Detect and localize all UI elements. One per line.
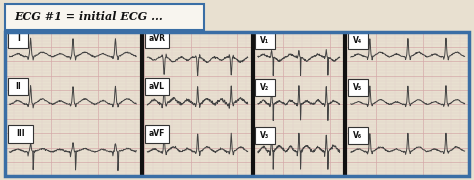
FancyBboxPatch shape bbox=[347, 32, 367, 49]
FancyBboxPatch shape bbox=[145, 30, 169, 48]
FancyBboxPatch shape bbox=[145, 125, 169, 143]
FancyBboxPatch shape bbox=[347, 79, 367, 96]
Text: aVL: aVL bbox=[149, 82, 165, 91]
FancyBboxPatch shape bbox=[9, 78, 28, 95]
Text: ECG #1 = initial ECG ...: ECG #1 = initial ECG ... bbox=[14, 11, 163, 22]
FancyBboxPatch shape bbox=[255, 127, 274, 144]
Text: V₂: V₂ bbox=[260, 83, 269, 92]
Text: aVR: aVR bbox=[149, 34, 165, 43]
Text: V₃: V₃ bbox=[260, 131, 269, 140]
Text: I: I bbox=[17, 34, 20, 43]
Text: V₁: V₁ bbox=[260, 36, 269, 45]
Text: III: III bbox=[16, 129, 25, 138]
FancyBboxPatch shape bbox=[347, 127, 367, 144]
FancyBboxPatch shape bbox=[9, 30, 28, 48]
FancyBboxPatch shape bbox=[5, 4, 204, 30]
FancyBboxPatch shape bbox=[255, 79, 274, 96]
FancyBboxPatch shape bbox=[255, 32, 274, 49]
FancyBboxPatch shape bbox=[9, 125, 33, 143]
Text: V₆: V₆ bbox=[353, 131, 362, 140]
Text: V₅: V₅ bbox=[353, 83, 362, 92]
Text: V₄: V₄ bbox=[353, 36, 362, 45]
Text: II: II bbox=[16, 82, 21, 91]
FancyBboxPatch shape bbox=[145, 78, 169, 95]
Text: aVF: aVF bbox=[149, 129, 165, 138]
